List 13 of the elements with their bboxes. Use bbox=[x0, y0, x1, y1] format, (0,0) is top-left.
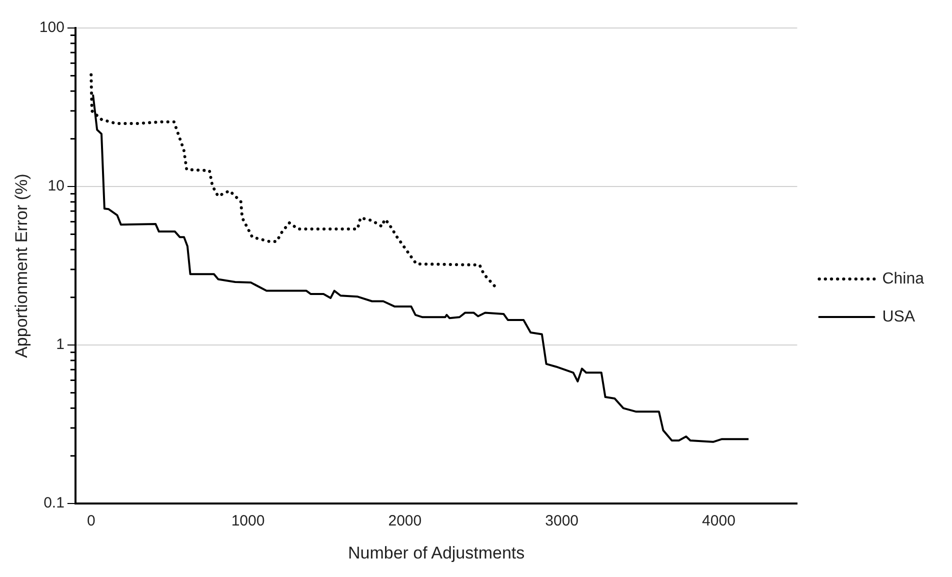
legend-label: China bbox=[882, 270, 924, 288]
legend-label: USA bbox=[882, 308, 916, 326]
y-tick-label: 0.1 bbox=[44, 494, 64, 512]
y-tick-label: 10 bbox=[48, 178, 64, 195]
x-axis-title: Number of Adjustments bbox=[348, 543, 525, 562]
y-tick-label: 100 bbox=[39, 19, 64, 36]
x-tick-label: 0 bbox=[86, 512, 96, 530]
x-tick-label: 1000 bbox=[231, 512, 265, 530]
x-tick-label: 4000 bbox=[702, 512, 736, 530]
x-tick-label: 2000 bbox=[388, 512, 422, 530]
x-tick-label: 3000 bbox=[545, 512, 579, 530]
y-tick-label: 1 bbox=[56, 336, 64, 354]
y-axis-title: Apportionment Error (%) bbox=[12, 174, 31, 358]
